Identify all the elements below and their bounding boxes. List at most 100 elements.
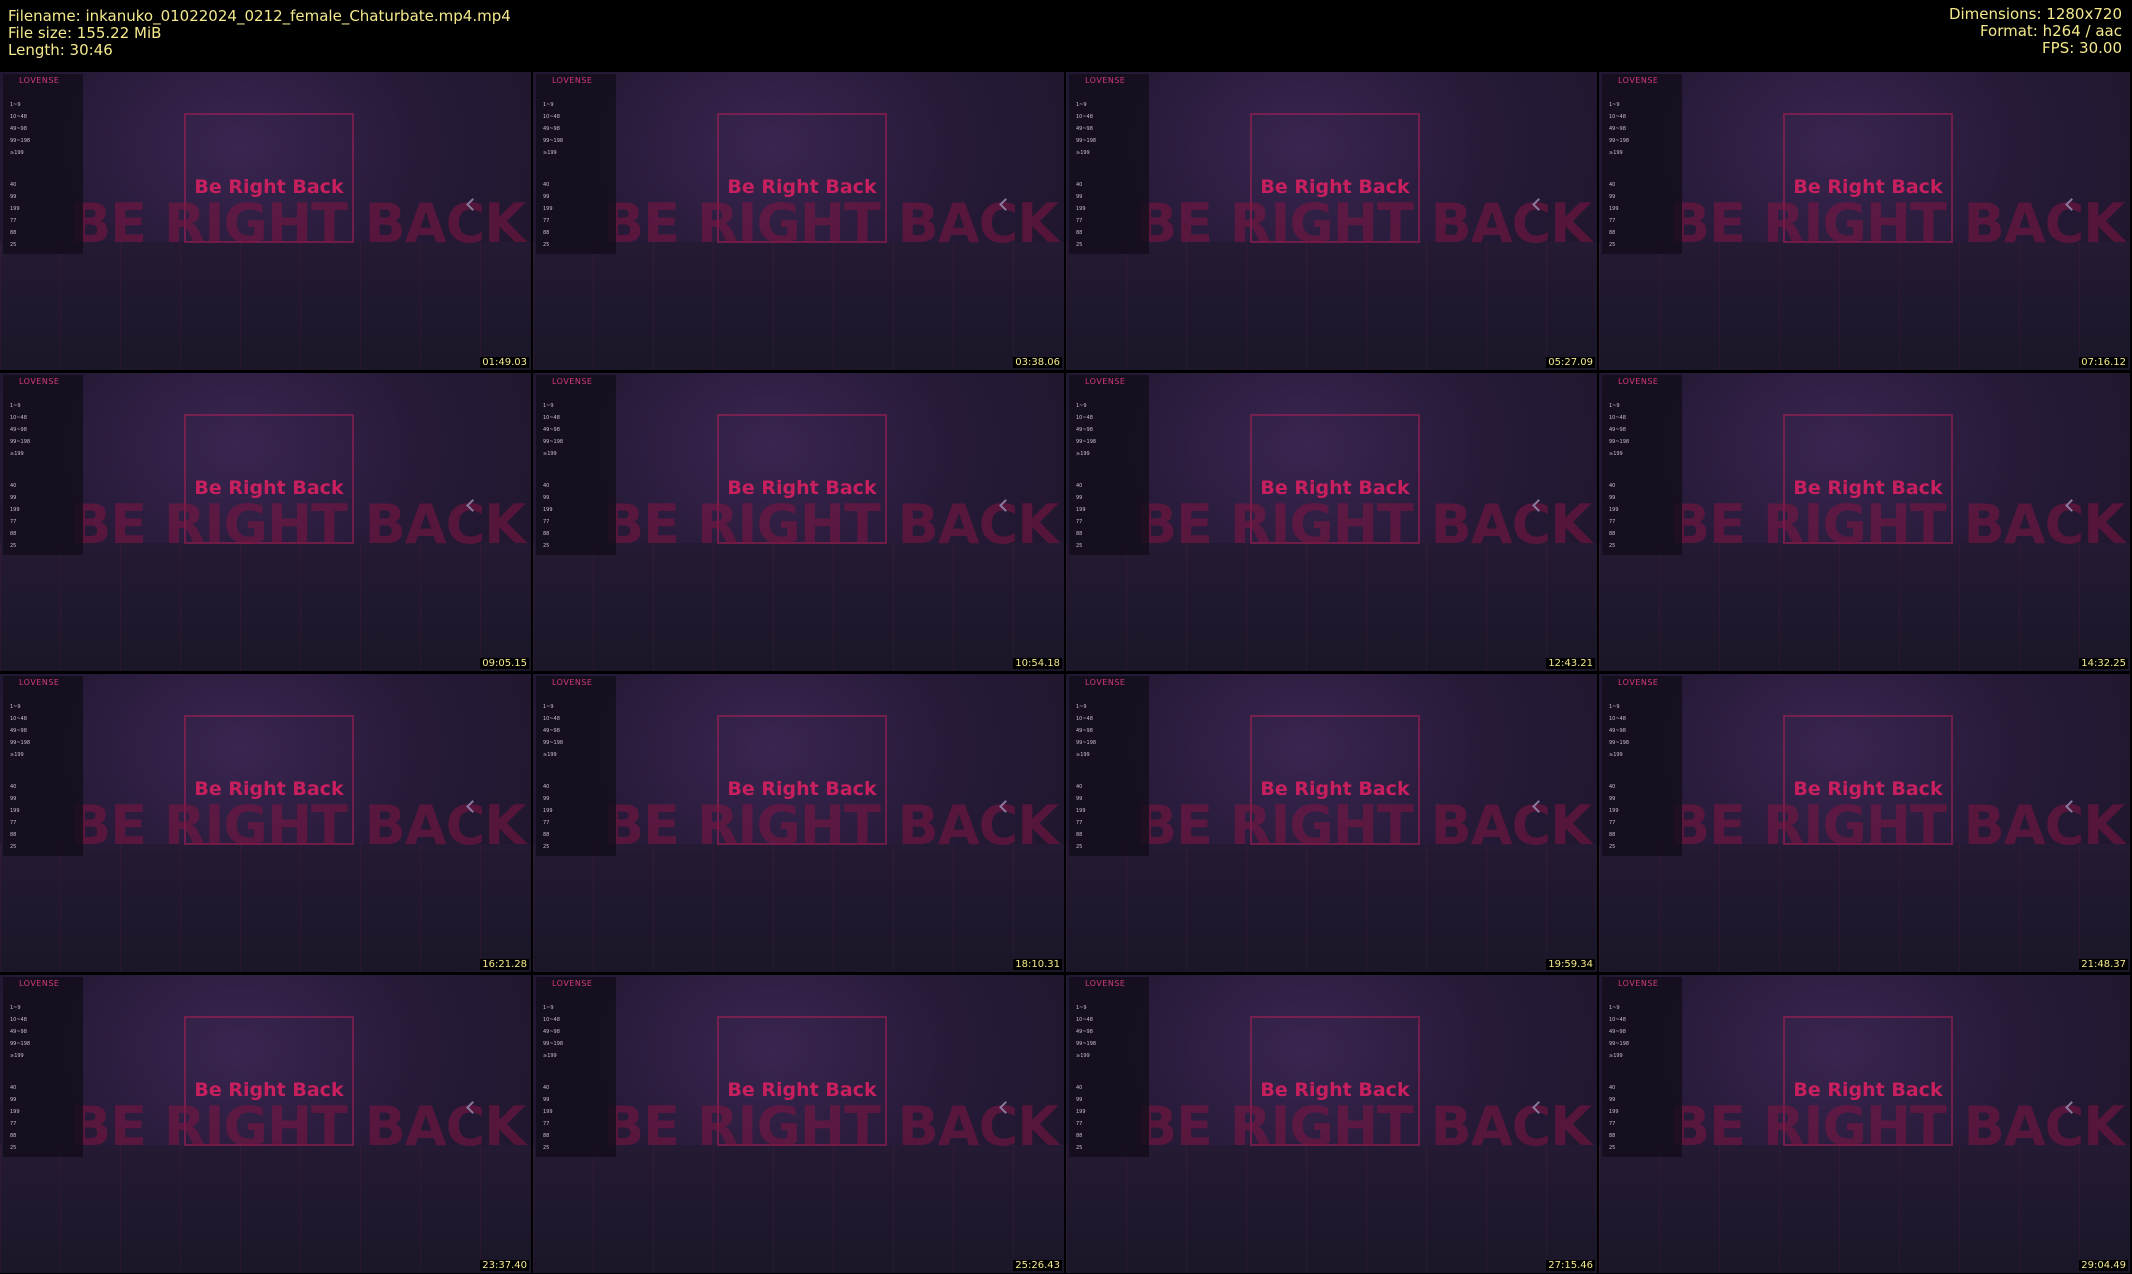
title: Be Right Back xyxy=(727,176,877,198)
brand: LOVENSE xyxy=(1618,76,1659,85)
background-text: BE RIGHT BACK xyxy=(1669,192,2125,255)
brand: LOVENSE xyxy=(1085,678,1126,687)
pattern-label: 99 xyxy=(1609,796,1616,802)
level-label: 1~9 xyxy=(1076,102,1087,108)
level-label: 1~9 xyxy=(543,102,554,108)
file-size: File size: 155.22 MiB xyxy=(8,24,162,42)
level-label: ≥199 xyxy=(10,1053,24,1059)
pattern-label: 77 xyxy=(1076,820,1083,826)
pattern-label: 77 xyxy=(1609,218,1616,224)
pattern-label: 40 xyxy=(1609,182,1616,188)
level-label: 49~98 xyxy=(10,427,27,433)
level-label: 49~98 xyxy=(1076,1029,1093,1035)
level-label: 99~198 xyxy=(1076,740,1097,746)
background-text: BE RIGHT BACK xyxy=(70,192,526,255)
pattern-label: 77 xyxy=(1609,519,1616,525)
pattern-label: 99 xyxy=(1076,1097,1083,1103)
thumbnail: BE RIGHT BACK Be Right Back LOVENSE 1~9 10~4… xyxy=(0,373,531,671)
pattern-label: 99 xyxy=(1076,194,1083,200)
pattern-label: 88 xyxy=(1609,230,1616,236)
pattern-label: 25 xyxy=(10,242,17,248)
brand: LOVENSE xyxy=(552,76,593,85)
pattern-label: 77 xyxy=(543,218,550,224)
brand: LOVENSE xyxy=(19,377,60,386)
floor-grid xyxy=(0,1145,531,1273)
background-text: BE RIGHT BACK xyxy=(70,794,526,857)
level-label: 1~9 xyxy=(1609,403,1620,409)
timestamp: 03:38.06 xyxy=(1013,357,1062,368)
level-label: ≥199 xyxy=(1609,752,1623,758)
pattern-label: 40 xyxy=(1609,1085,1616,1091)
level-label: 10~48 xyxy=(543,1017,560,1023)
title: Be Right Back xyxy=(194,477,344,499)
level-label: 10~48 xyxy=(1609,716,1626,722)
level-label: 99~198 xyxy=(10,439,31,445)
background-text: BE RIGHT BACK xyxy=(70,1095,526,1158)
thumbnail: BE RIGHT BACK Be Right Back LOVENSE 1~9 10~4… xyxy=(533,975,1064,1273)
pattern-label: 199 xyxy=(1609,808,1619,814)
brand: LOVENSE xyxy=(1618,377,1659,386)
level-label: 49~98 xyxy=(10,1029,27,1035)
title: Be Right Back xyxy=(1793,477,1943,499)
brand: LOVENSE xyxy=(1085,377,1126,386)
level-label: 1~9 xyxy=(10,704,21,710)
pattern-label: 40 xyxy=(1076,1085,1083,1091)
video-info: Dimensions: 1280x720 Format: h264 / aac … xyxy=(1949,6,2122,57)
level-label: 1~9 xyxy=(1609,1005,1620,1011)
pattern-label: 40 xyxy=(543,483,550,489)
floor-grid xyxy=(1066,1145,1597,1273)
level-label: 10~48 xyxy=(1609,1017,1626,1023)
background-text: BE RIGHT BACK xyxy=(1136,192,1592,255)
pattern-label: 199 xyxy=(1076,808,1086,814)
floor-grid xyxy=(533,1145,1064,1273)
pattern-label: 99 xyxy=(10,194,17,200)
lovense-panel: LOVENSE 1~9 10~48 49~98 99~198 ≥199 40 99 199 77 8… xyxy=(3,676,83,856)
pattern-label: 25 xyxy=(543,1145,550,1151)
level-label: 49~98 xyxy=(1609,427,1626,433)
title: Be Right Back xyxy=(194,176,344,198)
lovense-panel: LOVENSE 1~9 10~48 49~98 99~198 ≥199 40 99 199 77 8… xyxy=(1069,676,1149,856)
level-label: 1~9 xyxy=(1609,704,1620,710)
thumbnail-grid: BE RIGHT BACK Be Right Back LOVENSE 1~9 10~4… xyxy=(0,72,2132,1274)
pattern-label: 199 xyxy=(1076,507,1086,513)
thumbnail: BE RIGHT BACK Be Right Back LOVENSE 1~9 10~4… xyxy=(0,674,531,972)
background-text: BE RIGHT BACK xyxy=(603,192,1059,255)
dimensions: Dimensions: 1280x720 xyxy=(1948,5,2122,23)
pattern-label: 99 xyxy=(10,1097,17,1103)
frame xyxy=(1783,414,1953,544)
pattern-label: 40 xyxy=(1076,483,1083,489)
lovense-panel: LOVENSE 1~9 10~48 49~98 99~198 ≥199 40 99 199 77 8… xyxy=(1602,977,1682,1157)
level-label: 10~48 xyxy=(1076,114,1093,120)
pattern-label: 88 xyxy=(543,832,550,838)
pattern-label: 99 xyxy=(543,194,550,200)
frame xyxy=(1783,1016,1953,1146)
thumbnail: BE RIGHT BACK Be Right Back LOVENSE 1~9 10~4… xyxy=(1066,975,1597,1273)
background-text: BE RIGHT BACK xyxy=(603,1095,1059,1158)
title: Be Right Back xyxy=(194,778,344,800)
level-label: 49~98 xyxy=(10,728,27,734)
level-label: 10~48 xyxy=(1076,716,1093,722)
pattern-label: 40 xyxy=(10,1085,17,1091)
pattern-label: 199 xyxy=(543,206,553,212)
pattern-label: 25 xyxy=(10,543,17,549)
background-text: BE RIGHT BACK xyxy=(1136,493,1592,556)
level-label: 99~198 xyxy=(10,1041,31,1047)
background-text: BE RIGHT BACK xyxy=(603,794,1059,857)
level-label: ≥199 xyxy=(543,1053,557,1059)
pattern-label: 99 xyxy=(1076,495,1083,501)
floor-grid xyxy=(0,844,531,972)
title: Be Right Back xyxy=(727,778,877,800)
level-label: ≥199 xyxy=(1609,451,1623,457)
frame xyxy=(1250,113,1420,243)
title: Be Right Back xyxy=(1260,477,1410,499)
pattern-label: 199 xyxy=(543,507,553,513)
level-label: 10~48 xyxy=(10,114,27,120)
frame xyxy=(717,414,887,544)
frame xyxy=(1250,1016,1420,1146)
timestamp: 27:15.46 xyxy=(1546,1260,1595,1271)
pattern-label: 25 xyxy=(10,1145,17,1151)
floor-grid xyxy=(1599,1145,2130,1273)
timestamp: 29:04.49 xyxy=(2079,1260,2128,1271)
pattern-label: 199 xyxy=(1076,206,1086,212)
level-label: 99~198 xyxy=(543,439,564,445)
